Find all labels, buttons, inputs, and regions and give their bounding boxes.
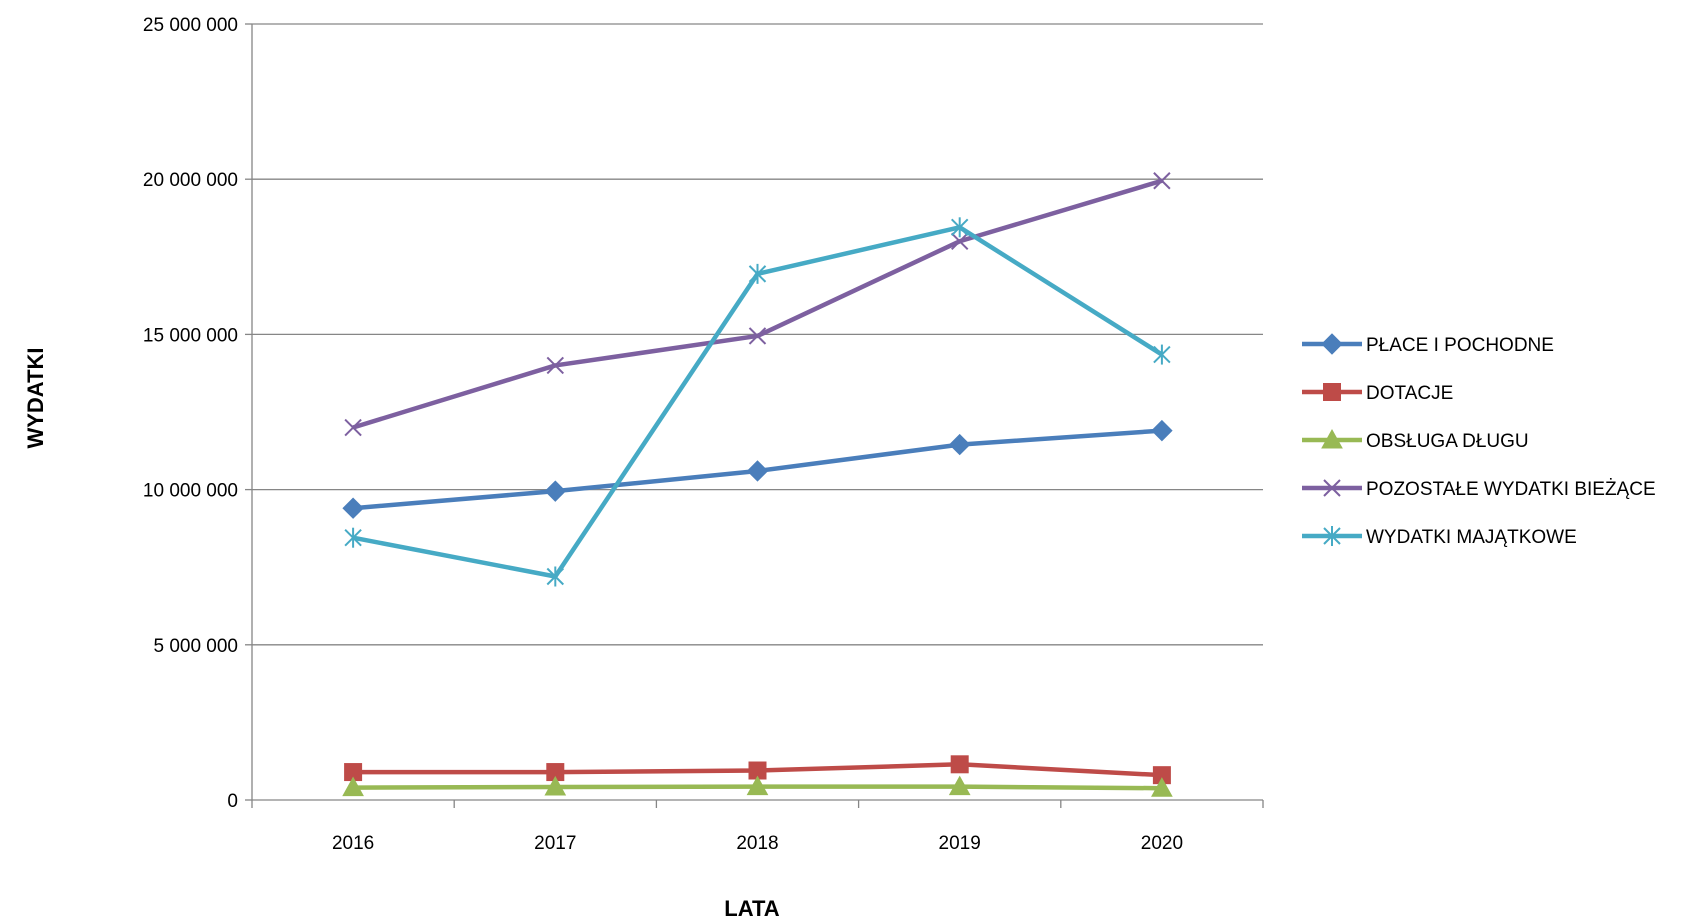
data-point	[546, 566, 565, 587]
y-tick-label: 0	[227, 791, 238, 812]
x-tick-label: 2019	[939, 833, 981, 854]
data-point	[748, 327, 767, 345]
y-tick-label: 25 000 000	[143, 15, 238, 36]
legend-label: OBSŁUGA DŁUGU	[1366, 431, 1529, 452]
series-5	[344, 217, 1171, 587]
y-tick-label: 5 000 000	[153, 636, 238, 657]
x-tick-label: 2016	[332, 833, 374, 854]
x-tick-label: 2017	[534, 833, 576, 854]
data-point	[546, 356, 565, 375]
legend-item: WYDATKI MAJĄTKOWE	[1302, 526, 1577, 548]
legend-label: POZOSTAŁE WYDATKI BIEŻĄCE	[1366, 479, 1656, 500]
legend-item: OBSŁUGA DŁUGU	[1302, 428, 1529, 452]
x-axis-ticks: 2016 2017 2018 2019 2020	[251, 800, 1264, 854]
legend-item: PŁACE I POCHODNE	[1302, 333, 1554, 356]
data-point	[1153, 172, 1171, 190]
data-point	[344, 418, 362, 437]
series-1	[342, 419, 1173, 519]
data-point	[1153, 344, 1171, 365]
x-tick-label: 2020	[1141, 833, 1183, 854]
series-2	[344, 755, 1171, 785]
data-point	[950, 232, 969, 250]
data-point	[746, 775, 769, 796]
legend-item: POZOSTAŁE WYDATKI BIEŻĄCE	[1302, 479, 1656, 500]
legend-label: PŁACE I POCHODNE	[1366, 335, 1554, 356]
series-line	[352, 178, 1163, 430]
data-point	[1151, 777, 1173, 797]
series-group	[342, 172, 1173, 797]
data-point	[544, 775, 567, 796]
legend: PŁACE I POCHODNE DOTACJE OBSŁUGA DŁUGU POZO…	[1302, 333, 1656, 548]
series-3	[342, 775, 1173, 797]
y-axis-title: WYDATKI	[23, 347, 48, 448]
x-tick-label: 2018	[736, 833, 778, 854]
y-tick-label: 15 000 000	[143, 325, 238, 346]
data-point	[1151, 419, 1173, 442]
legend-label: DOTACJE	[1366, 383, 1453, 404]
legend-item: DOTACJE	[1302, 383, 1453, 404]
data-point	[342, 497, 364, 519]
data-point	[950, 217, 969, 238]
legend-marker	[1323, 383, 1341, 401]
series-4	[344, 172, 1171, 437]
data-point	[344, 527, 362, 548]
legend-marker	[1321, 333, 1343, 355]
data-point	[948, 433, 971, 456]
data-point	[748, 263, 767, 284]
legend-label: WYDATKI MAJĄTKOWE	[1366, 527, 1577, 548]
y-axis-ticks: 0 5 000 000 10 000 000 15 000 000 20 000 000…	[143, 15, 252, 812]
legend-marker	[1321, 428, 1343, 449]
legend-marker	[1323, 479, 1341, 497]
y-tick-label: 20 000 000	[143, 170, 238, 191]
axes	[251, 24, 1263, 801]
data-point	[342, 776, 364, 797]
data-point	[950, 755, 969, 774]
data-point	[544, 480, 567, 502]
legend-marker	[1323, 526, 1341, 546]
data-point	[746, 460, 769, 482]
y-tick-label: 10 000 000	[143, 481, 238, 502]
x-axis-title: LATA	[724, 896, 779, 920]
data-point	[948, 775, 971, 796]
